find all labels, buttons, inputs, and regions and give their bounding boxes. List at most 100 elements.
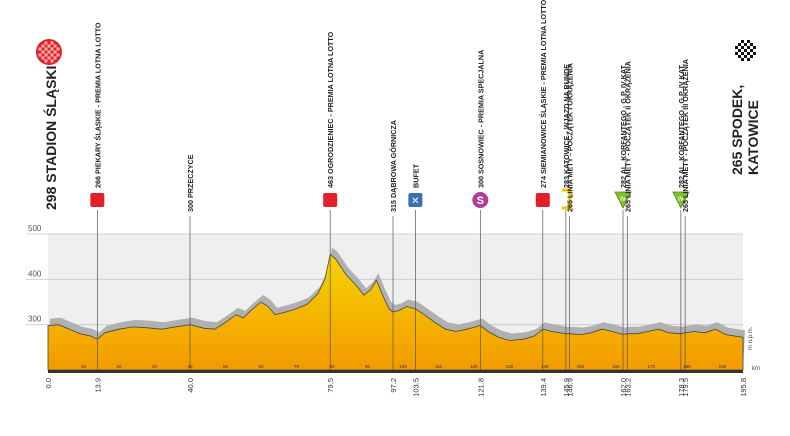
x-minor-tick-label: 10	[81, 364, 87, 369]
start-flag-cell	[50, 59, 54, 63]
start-flag-cell	[44, 47, 48, 51]
feed-zone-icon-label: ✕	[411, 196, 419, 207]
finish-flag-cell	[750, 46, 753, 49]
x-minor-tick-label: 170	[648, 364, 656, 369]
x-km-label: 179.5	[681, 378, 690, 397]
x-km-label: 13.9	[93, 378, 102, 393]
finish-flag-cell	[744, 40, 747, 43]
start-flag-cell	[53, 56, 57, 60]
finish-flag-cell	[753, 43, 756, 46]
x-minor-tick-label: 160	[612, 364, 620, 369]
x-km-label: 0.0	[44, 378, 53, 388]
x-km-label: 40.0	[186, 378, 195, 393]
start-flag-cell	[44, 41, 48, 45]
x-km-label: 103.5	[411, 378, 420, 397]
finish-flag-cell	[747, 55, 750, 58]
landmark-label: 274 SIEMIANOWICE ŚLĄSKIE - PREMIA LOTNA …	[539, 0, 548, 188]
finish-flag-cell	[747, 52, 750, 55]
finish-flag-cell	[750, 43, 753, 46]
climb-icon	[614, 191, 632, 209]
start-flag-cell	[47, 50, 51, 54]
finish-flag-cell	[741, 55, 744, 58]
start-flag-cell	[38, 47, 42, 51]
finish-flag-cell	[738, 49, 741, 52]
finish-flag-cell	[741, 49, 744, 52]
feed-zone-icon	[408, 193, 423, 207]
x-minor-tick-label: 100	[399, 364, 407, 369]
x-minor-tick-label: 110	[435, 364, 443, 369]
landmark-label: 300 PRZECZYCE	[186, 154, 195, 212]
start-block: 298 STADION ŚLĄSKI	[36, 39, 62, 210]
x-minor-tick-label: 20	[116, 364, 122, 369]
finish-flag-cell	[747, 40, 750, 43]
finish-flag-cell	[744, 46, 747, 49]
landmark-label: 463 OGRODZIENIEC - PREMIA LOTNA LOTTO	[326, 31, 335, 188]
start-flag-cell	[50, 47, 54, 51]
finish-flag-cell	[753, 46, 756, 49]
finish-flag-cell	[741, 52, 744, 55]
finish-flag-cell	[744, 58, 747, 61]
finish-flag-cell	[747, 58, 750, 61]
start-flag-cell	[38, 53, 42, 57]
finish-flag-cell	[750, 55, 753, 58]
landmark-label: 266 PIEKARY ŚLĄSKIE - PREMIA LOTNA LOTTO	[93, 22, 102, 188]
start-flag-cell	[50, 53, 54, 57]
climb-icon-label: IV	[620, 197, 626, 203]
landmark-label: 283 KATOWICE - WJAZD NA RUNDĘ	[562, 64, 571, 188]
x-minor-tick-label: 30	[152, 364, 158, 369]
y-tick-label: 500	[28, 224, 42, 233]
finish-flag-cell	[744, 52, 747, 55]
finish-flag-cell	[738, 40, 741, 43]
sprint-icon	[535, 193, 550, 207]
finish-flag-cell	[735, 46, 738, 49]
start-flag-cell	[44, 59, 48, 63]
finish-flag-icon	[735, 40, 756, 61]
sprint-icon	[323, 193, 338, 207]
finish-flag-cell	[750, 52, 753, 55]
x-minor-tick-label: 180	[683, 364, 691, 369]
y-tick-label: 400	[28, 269, 42, 278]
x-km-label: 178.3	[677, 378, 686, 397]
x-km-label: 162.0	[619, 378, 628, 397]
finish-flag-cell	[735, 43, 738, 46]
start-flag-cell	[53, 44, 57, 48]
landmark-label: 265 LINIA METY - POCZĄTEK III OKRĄŻENIA	[681, 59, 690, 212]
finish-label-line2: KATOWICE	[745, 100, 761, 175]
x-minor-tick-label: 120	[470, 364, 478, 369]
special-prize-icon	[472, 192, 489, 208]
start-flag-cell	[41, 56, 45, 60]
landmark-label: 282 AL. KORFANTEGO - G.P. IV KAT.	[619, 64, 628, 188]
landmark-label: 265 LINIA METY - POCZĄTEK I OKRĄŻENIA	[565, 63, 574, 212]
finish-flag-cell	[741, 46, 744, 49]
x-km-label: 139.4	[539, 378, 548, 397]
y-unit-label: m n.p.m.	[748, 326, 754, 350]
start-flag-cell	[47, 44, 51, 48]
finish-flag-cell	[741, 40, 744, 43]
start-flag-cell	[41, 50, 45, 54]
finish-flag-cell	[747, 43, 750, 46]
finish-flag-cell	[744, 55, 747, 58]
start-flag-cell	[53, 50, 57, 54]
finish-flag-cell	[753, 55, 756, 58]
landmark-label: BUFET	[411, 163, 420, 188]
landmark-label: 315 DĄBROWA GÓRNICZA	[389, 120, 398, 212]
special-prize-icon-label: S	[477, 195, 484, 207]
x-km-label: 145.9	[562, 378, 571, 397]
climb-icon	[672, 191, 690, 209]
x-minor-tick-label: 80	[329, 364, 335, 369]
x-minor-tick-label: 130	[506, 364, 514, 369]
x-minor-tick-label: 140	[541, 364, 549, 369]
x-km-label: 163.2	[623, 378, 632, 397]
landmark-label: 265 LINIA METY - POCZĄTEK II OKRĄŻENIA	[623, 61, 632, 212]
finish-label-line1: 265 SPODEK,	[729, 85, 745, 175]
x-minor-tick-label: 150	[577, 364, 585, 369]
y-tick-label: 300	[28, 315, 42, 324]
start-flag-cell	[50, 41, 54, 45]
finish-flag-cell	[735, 55, 738, 58]
x-axis: 10 20 30 40 50 60 70 80 90 100 110 120 130 140 150 160 1…	[44, 364, 748, 397]
sprint-icon	[90, 193, 105, 207]
x-minor-tick-label: 40	[187, 364, 193, 369]
x-minor-tick-label: 50	[223, 364, 229, 369]
finish-flag-cell	[744, 49, 747, 52]
landmark-labels: 266 PIEKARY ŚLĄSKIE - PREMIA LOTNA LOTTO…	[93, 0, 690, 212]
